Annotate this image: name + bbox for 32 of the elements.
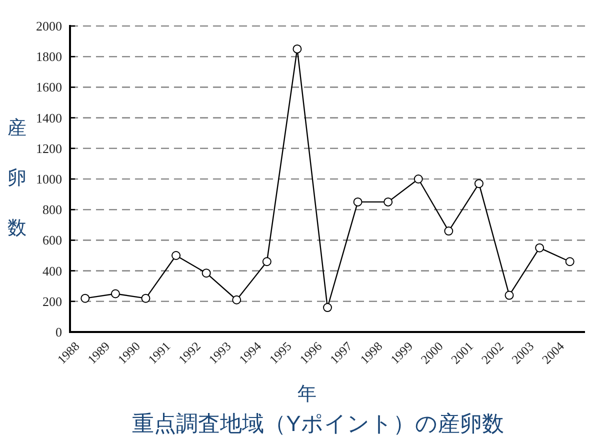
- y-tick-label: 1000: [36, 172, 62, 186]
- point: [414, 174, 423, 184]
- y-tick-label: 400: [42, 263, 62, 278]
- y-tick-label: 0: [56, 324, 62, 340]
- point: [292, 44, 302, 54]
- point: [141, 294, 150, 303]
- point: [232, 295, 242, 304]
- point: [172, 251, 181, 260]
- point: [504, 290, 514, 300]
- point: [474, 179, 484, 188]
- x-axis-title: 年: [298, 384, 316, 405]
- y-tick-label: 1600: [36, 80, 62, 95]
- y-tick-label: 2000: [36, 18, 62, 34]
- point: [202, 268, 211, 278]
- y-tick-label: 200: [42, 294, 62, 309]
- point: [323, 303, 332, 312]
- point: [80, 294, 90, 303]
- y-tick-label: 800: [42, 202, 62, 218]
- y-tick-label: 1200: [36, 140, 62, 156]
- y-tick-label: 1400: [36, 110, 62, 126]
- point: [565, 257, 574, 266]
- point: [110, 289, 120, 298]
- point: [262, 257, 272, 266]
- point: [353, 197, 362, 206]
- y-tick-label: 1800: [36, 49, 62, 64]
- title: 重点調査地域（Yポイント）の産卵数: [132, 411, 504, 436]
- x-tick-label: 1991: [146, 339, 174, 367]
- point: [384, 197, 393, 206]
- y-tick-label: 600: [42, 232, 62, 248]
- y-axis-title: 産卵数: [8, 118, 26, 239]
- point: [535, 243, 544, 252]
- point: [444, 226, 454, 236]
